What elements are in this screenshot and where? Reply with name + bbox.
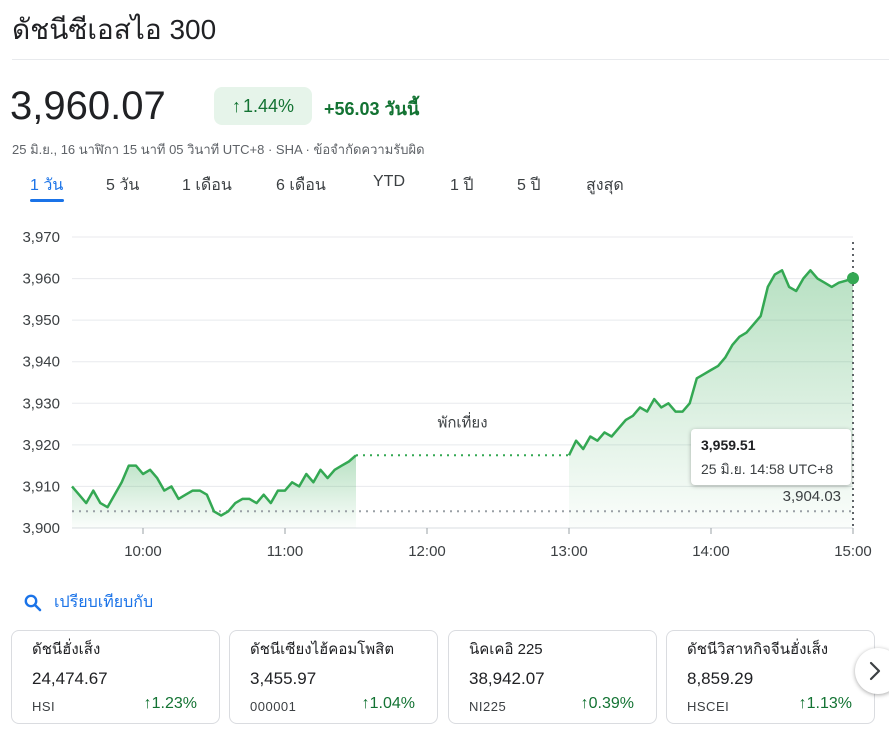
card-change: ↑1.23% [144, 695, 197, 713]
x-tick-label: 11:00 [267, 543, 303, 560]
tab-ytd[interactable]: YTD [373, 173, 405, 190]
card-name: ดัชนีฮั่งเส็ง [32, 641, 101, 658]
arrow-up-icon: ↑ [143, 695, 152, 712]
tab-label: 1 วัน [30, 177, 64, 194]
card-value: 3,455.97 [250, 669, 317, 688]
x-tick-label: 10:00 [124, 543, 162, 560]
index-card-hsi[interactable]: ดัชนีฮั่งเส็ง 24,474.67 HSI ↑1.23% [11, 630, 220, 724]
tooltip-value: 3,959.51 [701, 437, 756, 453]
card-name: นิคเคอิ 225 [469, 641, 543, 658]
tab-6-months[interactable]: 6 เดือน [276, 177, 326, 194]
previous-close-label: 3,904.03 [783, 488, 841, 505]
card-change-value: 0.39% [588, 695, 634, 712]
card-change-value: 1.04% [369, 695, 415, 712]
card-change: ↑1.04% [362, 695, 415, 713]
index-card-000001[interactable]: ดัชนีเซียงไฮ้คอมโพสิต 3,455.97 000001 ↑1… [229, 630, 438, 724]
y-tick-label: 3,910 [22, 478, 60, 495]
tab-1-month[interactable]: 1 เดือน [182, 177, 232, 194]
y-tick-label: 3,960 [22, 271, 60, 288]
compare-button[interactable]: เปรียบเทียบกับ [24, 590, 153, 615]
chart-tooltip: 3,959.51 25 มิ.ย. 14:58 UTC+8 [691, 429, 851, 485]
y-tick-label: 3,920 [22, 437, 60, 454]
index-card-ni225[interactable]: นิคเคอิ 225 38,942.07 NI225 ↑0.39% [448, 630, 657, 724]
x-tick-label: 15:00 [834, 543, 872, 560]
current-price: 3,960.07 [10, 84, 166, 128]
x-tick-label: 13:00 [550, 543, 588, 560]
card-name: ดัชนีวิสาหกิจจีนฮั่งเส็ง [687, 641, 829, 658]
arrow-up-icon: ↑ [580, 695, 589, 712]
card-symbol: HSCEI [687, 699, 730, 714]
card-change: ↑1.13% [799, 695, 852, 713]
card-value: 8,859.29 [687, 669, 754, 688]
tab-5-years[interactable]: 5 ปี [517, 177, 541, 194]
tab-1-year[interactable]: 1 ปี [450, 177, 474, 194]
y-tick-label: 3,950 [22, 312, 60, 329]
index-card-hscei[interactable]: ดัชนีวิสาหกิจจีนฮั่งเส็ง 8,859.29 HSCEI … [666, 630, 875, 724]
card-symbol: NI225 [469, 699, 507, 714]
card-value: 38,942.07 [469, 669, 545, 688]
tab-max[interactable]: สูงสุด [586, 177, 624, 194]
y-tick-label: 3,940 [22, 354, 60, 371]
card-symbol: 000001 [250, 699, 297, 714]
morning-area-fill [72, 455, 356, 528]
tooltip-time: 25 มิ.ย. 14:58 UTC+8 [701, 461, 834, 477]
arrow-up-icon: ↑ [231, 95, 241, 116]
x-tick-label: 12:00 [408, 543, 446, 560]
change-absolute: +56.03 วันนี้ [324, 99, 420, 119]
card-symbol: HSI [32, 699, 56, 714]
chevron-right-icon [869, 661, 881, 681]
card-change-value: 1.13% [806, 695, 852, 712]
tab-5-days[interactable]: 5 วัน [106, 177, 140, 194]
tab-1-day[interactable]: 1 วัน [30, 173, 64, 202]
arrow-up-icon: ↑ [361, 695, 370, 712]
morning-price-line [71, 454, 357, 517]
lunch-break-label: พักเที่ยง [437, 411, 487, 431]
card-value: 24,474.67 [32, 669, 108, 688]
price-chart[interactable]: 3,900 3,910 3,920 3,930 3,940 3,950 3,960 3,970… [0, 222, 889, 572]
y-tick-label: 3,930 [22, 395, 60, 412]
y-tick-label: 3,900 [22, 520, 60, 537]
page-title: ดัชนีซีเอสไอ 300 [12, 14, 217, 45]
change-percent-badge: ↑ 1.44% [214, 87, 312, 125]
y-tick-label: 3,970 [22, 229, 60, 246]
next-cards-button[interactable] [855, 648, 889, 694]
quote-meta: 25 มิ.ย., 16 นาฬิกา 15 นาที 05 วินาที UT… [12, 142, 425, 157]
divider [12, 59, 889, 60]
compare-label: เปรียบเทียบกับ [54, 594, 154, 611]
card-change: ↑0.39% [581, 695, 634, 713]
afternoon-price-line [567, 269, 854, 456]
change-percent: 1.44% [242, 95, 295, 116]
tab-active-indicator [30, 199, 64, 202]
x-tick-label: 14:00 [692, 543, 730, 560]
card-name: ดัชนีเซียงไฮ้คอมโพสิต [250, 641, 395, 658]
arrow-up-icon: ↑ [798, 695, 807, 712]
search-icon [24, 594, 42, 611]
last-price-dot [847, 272, 859, 285]
card-change-value: 1.23% [151, 695, 197, 712]
